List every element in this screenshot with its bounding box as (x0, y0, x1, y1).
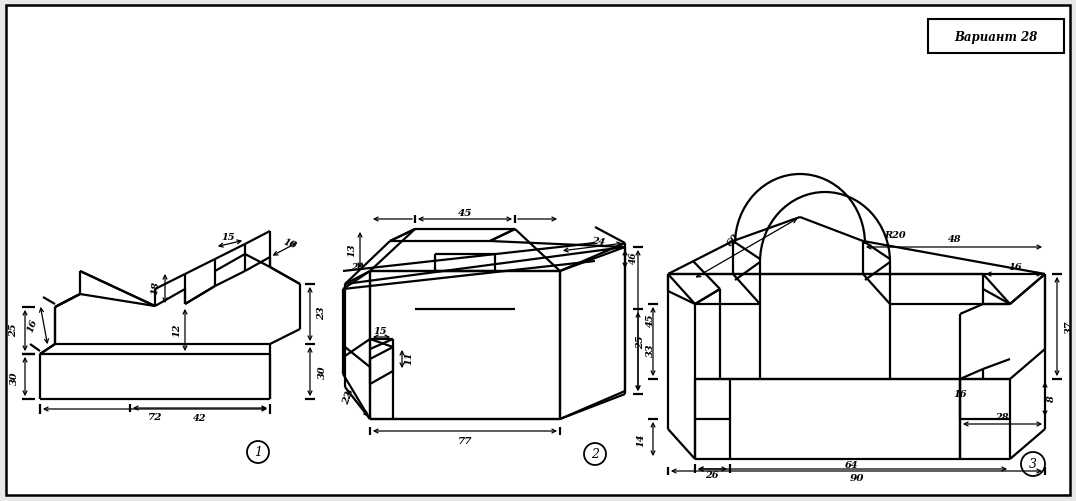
Text: 48: 48 (948, 235, 962, 244)
Text: 45: 45 (646, 313, 654, 326)
Text: 11: 11 (405, 351, 413, 364)
Text: 45: 45 (457, 208, 472, 217)
Text: 2: 2 (591, 447, 599, 460)
Text: 13: 13 (348, 243, 356, 256)
Text: 25: 25 (10, 323, 18, 336)
Text: 14: 14 (637, 432, 646, 446)
Text: 23: 23 (317, 306, 326, 319)
Text: 18: 18 (150, 281, 160, 295)
Text: 30: 30 (317, 365, 326, 378)
Text: 22: 22 (341, 389, 354, 405)
Text: 20: 20 (351, 263, 364, 272)
Text: 30: 30 (10, 371, 18, 384)
Text: 16: 16 (1008, 263, 1022, 272)
Text: 77: 77 (457, 437, 472, 445)
Text: 60: 60 (725, 231, 740, 247)
Text: 46: 46 (628, 251, 637, 264)
Text: R20: R20 (884, 230, 906, 239)
Text: 64: 64 (846, 460, 859, 469)
Text: 16: 16 (26, 318, 39, 333)
Text: 15: 15 (222, 233, 235, 242)
Text: 16: 16 (953, 390, 966, 399)
Text: 8: 8 (1048, 396, 1057, 403)
Text: 3: 3 (1029, 457, 1037, 470)
Text: Вариант 28: Вариант 28 (954, 31, 1037, 44)
Text: 25: 25 (637, 335, 646, 348)
Text: 12: 12 (172, 323, 182, 336)
Text: 24: 24 (591, 236, 606, 247)
Text: 90: 90 (850, 473, 864, 482)
Text: 26: 26 (705, 470, 719, 479)
Text: 42: 42 (194, 414, 207, 423)
Text: 10: 10 (282, 237, 298, 250)
Text: 1: 1 (254, 445, 261, 458)
Text: 33: 33 (646, 343, 654, 356)
FancyBboxPatch shape (928, 20, 1064, 54)
Text: 15: 15 (373, 327, 386, 336)
Text: 28: 28 (995, 413, 1009, 422)
Text: 37: 37 (1064, 320, 1074, 333)
Text: 72: 72 (147, 413, 162, 422)
